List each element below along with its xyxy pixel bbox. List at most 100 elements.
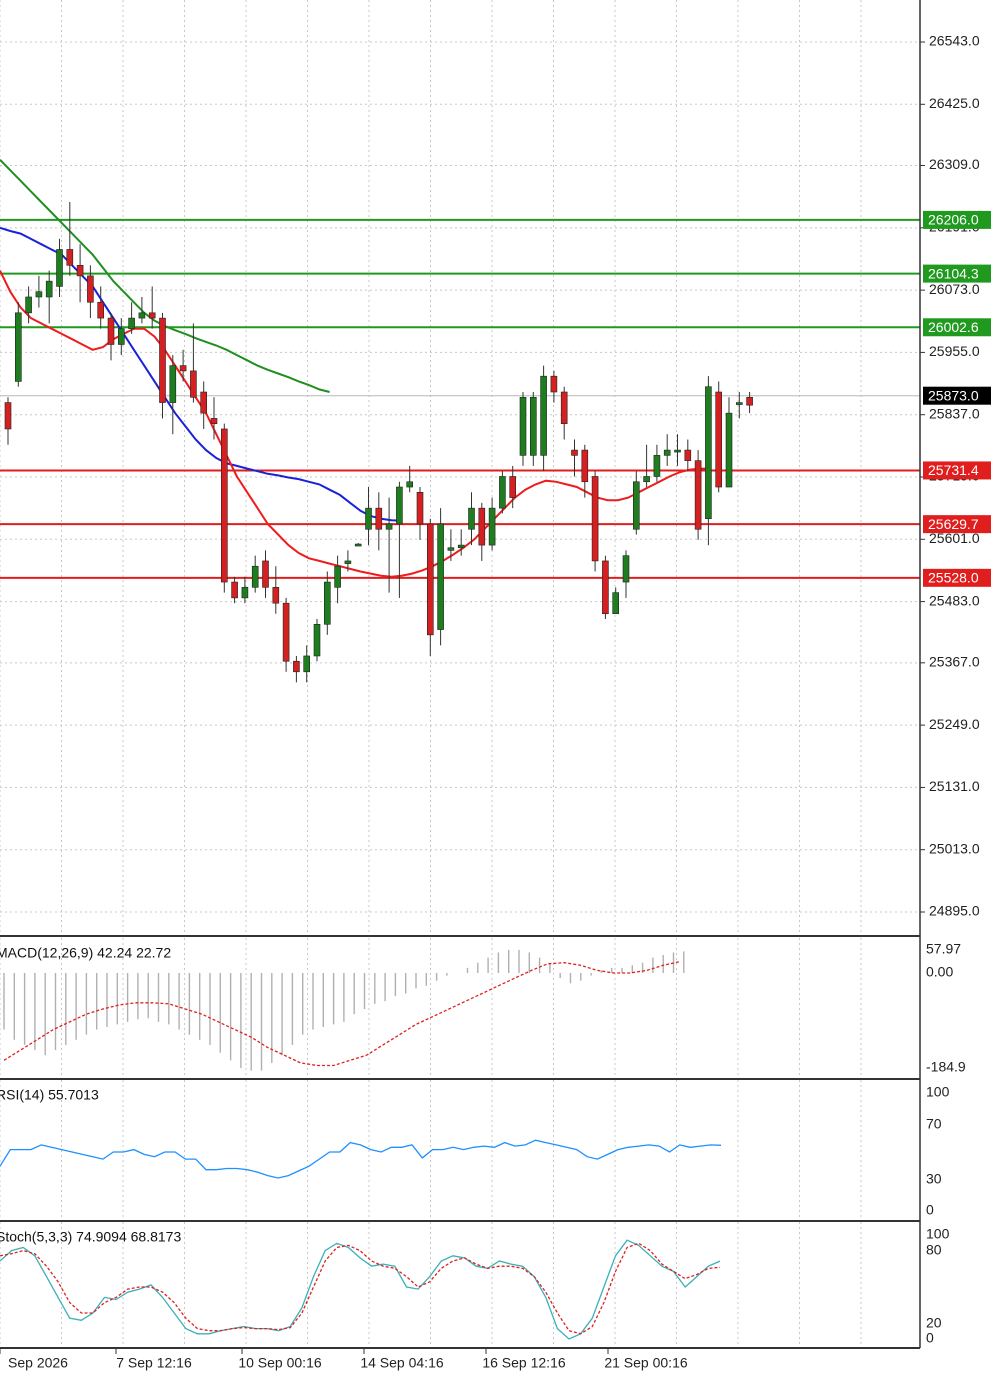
horizontal-levels: [0, 218, 920, 579]
price-tick-label: 26073.0: [929, 281, 980, 297]
level-price-badge: [923, 568, 991, 587]
price-tick-label: 26425.0: [929, 95, 980, 111]
candle-body: [468, 507, 475, 530]
candle-body: [221, 428, 228, 583]
candle-body: [45, 280, 53, 298]
pane-frames: [0, 0, 921, 1349]
price-tick-label: 24895.0: [929, 903, 980, 919]
moving-averages: [0, 159, 711, 578]
time-tick-label: Sep 2026: [8, 1355, 68, 1371]
candle-body: [282, 602, 290, 662]
macd-tick-label: 57.97: [926, 941, 961, 957]
macd-pane: [3, 949, 685, 1071]
price-tick-label: 25249.0: [929, 716, 980, 732]
ma-fast-line: [0, 270, 711, 578]
candle-body: [354, 543, 362, 547]
candle-body: [210, 418, 218, 424]
stoch-indicator-label: Stoch(5,3,3) 74.9094 68.8173: [0, 1229, 181, 1245]
level-price-badge: [923, 318, 991, 337]
candle-body: [571, 449, 578, 456]
candle-body: [653, 455, 661, 477]
candle-body: [334, 565, 341, 588]
rsi-pane: [0, 1139, 722, 1179]
candle-body: [499, 476, 506, 509]
candle-body: [674, 449, 681, 453]
candle-body: [107, 317, 115, 345]
candle-body: [694, 460, 702, 530]
candle-body: [118, 328, 125, 345]
stoch-d-line: [0, 1242, 721, 1335]
candle-body: [4, 402, 12, 430]
candle-body: [540, 375, 547, 456]
candle-body: [179, 365, 187, 372]
level-price-badge: [923, 210, 991, 229]
level-price-badge: [923, 515, 991, 534]
candle-body: [725, 412, 733, 488]
candle-body: [602, 560, 609, 615]
time-tick-label: 21 Sep 00:16: [604, 1355, 688, 1371]
candle-body: [76, 265, 84, 277]
macd-tick-label: 0.00: [926, 964, 953, 980]
candle-body: [293, 660, 300, 673]
candle-body: [457, 544, 465, 549]
price-tick-label: 26543.0: [929, 33, 980, 49]
candle-body: [746, 396, 753, 406]
candle-body: [581, 449, 589, 483]
rsi-tick-label: 100: [926, 1084, 950, 1100]
candle-body: [437, 523, 444, 630]
current-price-badge: [923, 386, 991, 405]
candle-body: [632, 481, 640, 530]
candle-body: [416, 492, 424, 525]
candle-body: [365, 507, 372, 530]
level-price-label: 25528.0: [928, 570, 979, 586]
candle-body: [128, 317, 135, 329]
time-tick-label: 16 Sep 12:16: [482, 1355, 566, 1371]
price-tick-label: 25131.0: [929, 778, 980, 794]
pane-labels: MACD(12,26,9) 42.24 22.72 RSI(14) 55.7013…: [0, 945, 181, 1245]
price-tick-label: 25367.0: [929, 654, 980, 670]
candle-body: [375, 507, 383, 530]
level-price-label: 26206.0: [928, 212, 979, 228]
price-tick-label: 26309.0: [929, 156, 980, 172]
level-price-label: 26002.6: [928, 319, 979, 335]
candle-body: [663, 449, 671, 456]
candle-body: [591, 476, 599, 562]
price-tick-label: 25483.0: [929, 592, 980, 608]
candle-body: [303, 655, 311, 673]
candle-body: [705, 386, 712, 520]
candle-body: [87, 275, 94, 303]
price-tick-label: 25013.0: [929, 840, 980, 856]
price-tick-label: 25837.0: [929, 405, 980, 421]
candle-body: [529, 396, 537, 456]
time-tick-label: 7 Sep 12:16: [116, 1355, 192, 1371]
candle-body: [344, 560, 352, 564]
candle-body: [200, 391, 207, 414]
grid-lines: [0, 0, 920, 1348]
time-axis: Sep 2026 7 Sep 12:16 10 Sep 00:16 14 Sep 04…: [0, 1348, 688, 1371]
macd-indicator-label: MACD(12,26,9) 42.24 22.72: [0, 945, 171, 961]
candle-body: [262, 560, 269, 588]
candle-body: [231, 581, 238, 599]
candle-body: [406, 481, 414, 488]
candle-body: [488, 507, 496, 546]
candle-body: [323, 581, 331, 625]
candle-body: [560, 391, 568, 424]
time-tick-label: 14 Sep 04:16: [360, 1355, 444, 1371]
price-tick-label: 25955.0: [929, 343, 980, 359]
candle-body: [251, 565, 259, 588]
candle-body: [612, 592, 620, 615]
price-tick-label: 25601.0: [929, 530, 980, 546]
candle-body: [684, 449, 692, 461]
level-price-label: 26104.3: [928, 265, 979, 281]
candle-body: [622, 555, 630, 583]
macd-signal-line: [3, 961, 680, 1067]
candle-body: [15, 312, 22, 382]
candle-body: [35, 291, 43, 298]
candle-body: [396, 486, 403, 525]
time-tick-label: 10 Sep 00:16: [238, 1355, 322, 1371]
candle-body: [385, 523, 393, 530]
candle-body: [643, 476, 650, 483]
price-axis: 26543.026425.026309.026191.026073.025955…: [920, 33, 991, 1346]
candle-body: [272, 587, 280, 604]
